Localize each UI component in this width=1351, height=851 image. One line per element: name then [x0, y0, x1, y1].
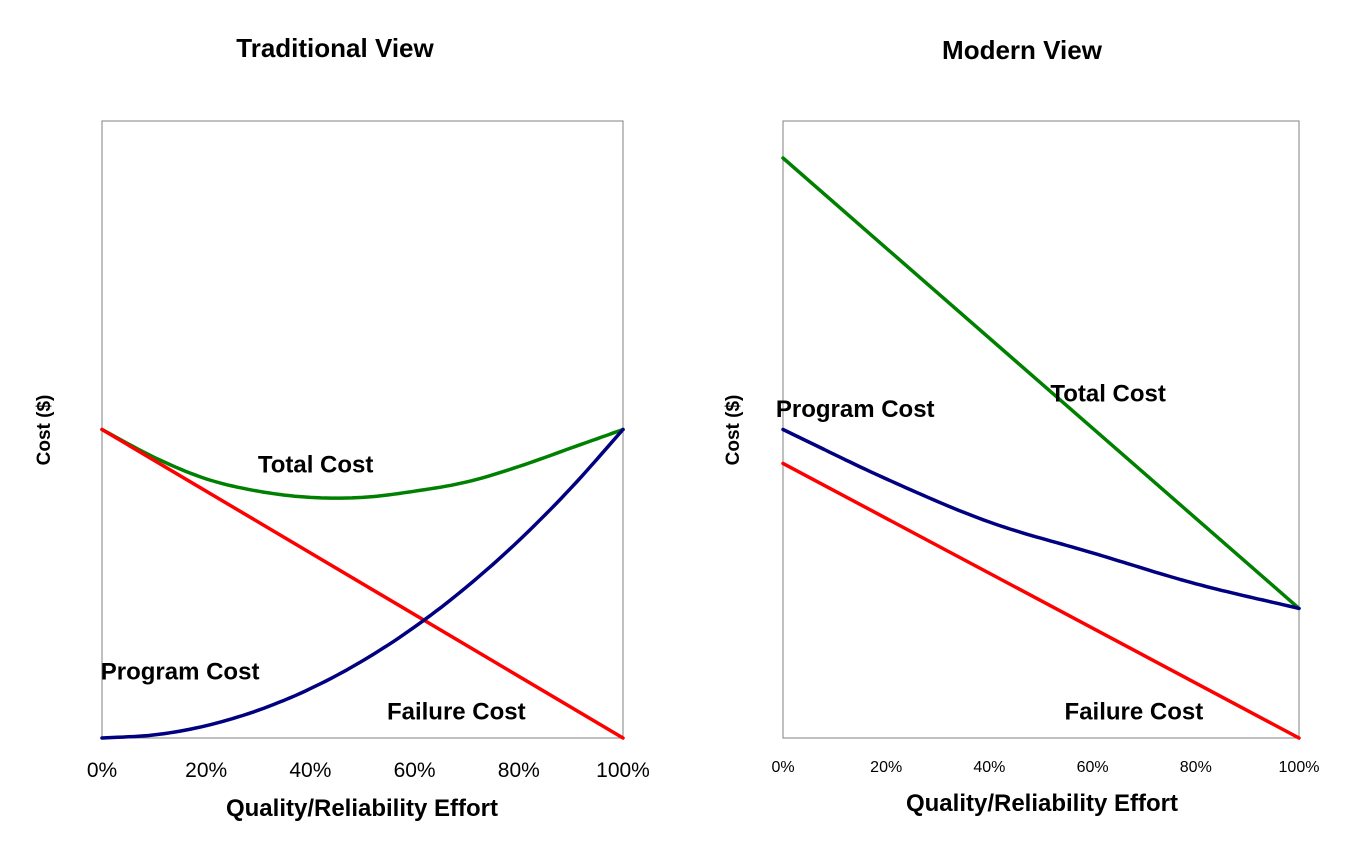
x-tick-label: 100%: [1279, 759, 1320, 776]
annotations: Total Cost Program Cost Failure Cost: [101, 452, 526, 726]
series-line-failure-cost: [100, 427, 625, 740]
x-tick-labels: 0% 20% 40% 60% 80% 100%: [771, 759, 1319, 776]
series-line-failure-cost: [781, 461, 1301, 740]
x-tick-label: 20%: [870, 759, 902, 776]
annotation-total-cost: Total Cost: [258, 452, 374, 479]
chart-title: Modern View: [942, 35, 1103, 65]
x-axis-label: Quality/Reliability Effort: [226, 795, 498, 822]
annotation-program-cost: Program Cost: [776, 396, 935, 423]
annotation-program-cost: Program Cost: [101, 658, 260, 685]
x-tick-label: 20%: [185, 759, 227, 782]
series-line-total-cost: [100, 427, 625, 500]
annotation-total-cost: Total Cost: [1050, 381, 1166, 408]
x-axis-label: Quality/Reliability Effort: [906, 790, 1178, 817]
x-tick-label: 0%: [87, 759, 117, 782]
y-axis-label: Cost ($): [34, 395, 55, 466]
modern-view-chart: Modern View Cost ($) Quality/Reliability…: [723, 35, 1319, 817]
series-line-program-cost: [100, 427, 625, 740]
series-layer: [781, 156, 1301, 740]
x-tick-label: 60%: [1077, 759, 1109, 776]
traditional-view-chart: Traditional View Cost ($) Quality/Reliab…: [34, 33, 650, 822]
x-tick-label: 40%: [289, 759, 331, 782]
annotations: Total Cost Program Cost Failure Cost: [776, 381, 1203, 726]
x-tick-label: 80%: [498, 759, 540, 782]
y-axis-label: Cost ($): [723, 395, 744, 466]
x-tick-label: 0%: [771, 759, 794, 776]
plot-area: [782, 120, 1300, 739]
x-tick-label: 80%: [1180, 759, 1212, 776]
annotation-failure-cost: Failure Cost: [387, 699, 526, 726]
x-tick-labels: 0% 20% 40% 60% 80% 100%: [87, 759, 650, 782]
x-tick-label: 60%: [394, 759, 436, 782]
x-tick-label: 100%: [596, 759, 650, 782]
x-tick-label: 40%: [973, 759, 1005, 776]
series-line-total-cost: [781, 156, 1301, 611]
plot-area: [101, 120, 624, 739]
series-line-program-cost: [781, 427, 1301, 611]
annotation-failure-cost: Failure Cost: [1065, 699, 1204, 726]
chart-title: Traditional View: [236, 33, 434, 63]
series-layer: [100, 427, 625, 740]
